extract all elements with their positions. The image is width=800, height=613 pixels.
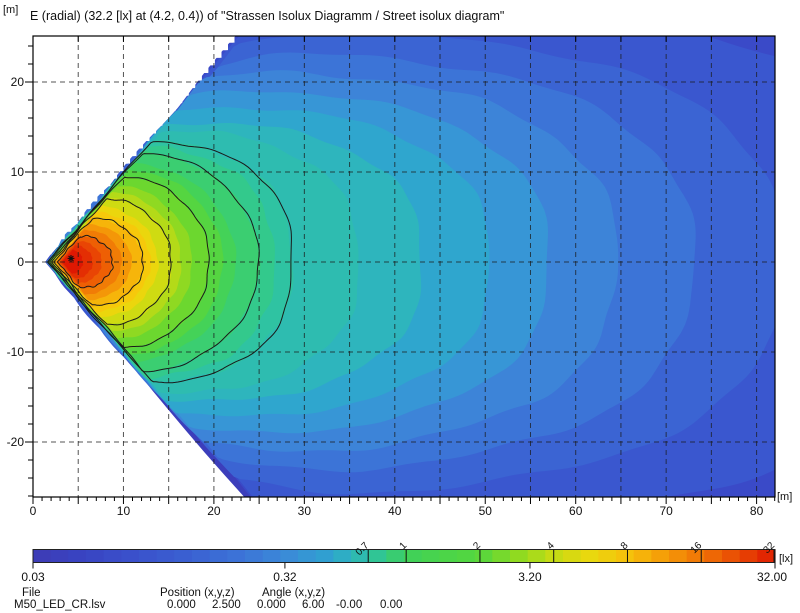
colorbar-segment	[368, 549, 387, 563]
file-value: M50_LED_CR.lsv	[14, 599, 106, 611]
colorbar-segment	[439, 549, 458, 563]
colorbar-segment	[474, 549, 493, 563]
position-z-value: 0.000	[257, 599, 286, 611]
colorbar-segment	[404, 549, 423, 563]
max-point-marker	[67, 255, 75, 262]
colorbar-segment	[333, 549, 352, 563]
colorbar-segment	[545, 549, 564, 563]
colorbar-scale-tick-label: 32.00	[757, 570, 787, 584]
colorbar-segment	[704, 549, 723, 563]
colorbar-segment	[616, 549, 635, 563]
colorbar-segment	[103, 549, 122, 563]
colorbar-segment	[492, 549, 511, 563]
colorbar-segment	[192, 549, 211, 563]
position-x-value: 0.000	[167, 599, 196, 611]
colorbar-segment	[121, 549, 140, 563]
x-tick-label: 40	[388, 504, 402, 518]
colorbar-segment	[527, 549, 546, 563]
colorbar-scale-tick-label: 3.20	[518, 570, 542, 584]
colorbar-scale-tick-label: 0.32	[273, 570, 297, 584]
colorbar-segment	[33, 549, 52, 563]
x-tick-label: 80	[750, 504, 764, 518]
colorbar-border	[32, 549, 776, 563]
x-tick-label: 0	[30, 504, 37, 518]
isolux-contour-2	[49, 176, 210, 349]
y-tick-label: 20	[11, 75, 25, 89]
x-tick-label: 50	[479, 504, 493, 518]
y-tick-label: -20	[7, 435, 25, 449]
colorbar-segment	[421, 549, 440, 563]
angle-x-value: 6.00	[302, 599, 325, 611]
colorbar-segment	[580, 549, 599, 563]
colorbar-segment	[68, 549, 87, 563]
isolux-contour-4	[51, 198, 172, 326]
colorbar-segment	[227, 549, 246, 563]
colorbar-segment	[739, 549, 758, 563]
axes: 0 10 20 30 40 50 60 70 80 20 10 0 -10 -20	[7, 35, 776, 518]
angle-y-value: -0.00	[336, 599, 363, 611]
colorbar-segment	[457, 549, 476, 563]
x-tick-label: 60	[569, 504, 583, 518]
isolux-contour-8	[53, 217, 144, 306]
y-tick-label: 0	[17, 255, 24, 269]
isolux-contour-1	[47, 153, 260, 373]
colorbar-segment	[174, 549, 193, 563]
colorbar-segment	[686, 549, 705, 563]
colorbar-segment	[651, 549, 670, 563]
x-tick-label: 10	[117, 504, 131, 518]
isolux-contour-16	[56, 234, 114, 289]
position-label: Position (x,y,z)	[160, 587, 235, 599]
angle-label: Angle (x,y,z)	[262, 587, 326, 599]
colorbar-segment	[315, 549, 334, 563]
colorbar-segment	[633, 549, 652, 563]
colorbar-segment	[386, 549, 405, 563]
colorbar-segment	[209, 549, 228, 563]
isolux-field	[45, 34, 776, 498]
asterisk-marker-arm	[68, 255, 74, 262]
angle-z-value: 0.00	[380, 599, 403, 611]
colorbar-segment	[50, 549, 69, 563]
colorbar-scale-tick-label: 0.03	[21, 570, 45, 584]
position-y-value: 2.500	[212, 599, 241, 611]
contour-lines	[46, 141, 292, 384]
colorbar-segment	[722, 549, 741, 563]
y-tick-label: -10	[7, 345, 25, 359]
colorbar-segment	[280, 549, 299, 563]
colorbar-segment	[298, 549, 317, 563]
colorbar-segment	[156, 549, 175, 563]
colorbar-segment	[510, 549, 529, 563]
colorbar-segment	[86, 549, 105, 563]
colorbar-segment	[139, 549, 158, 563]
y-tick-label: 10	[11, 165, 25, 179]
x-axis-unit-label: [m]	[777, 491, 792, 503]
file-label: File	[22, 587, 41, 599]
x-tick-label: 30	[298, 504, 312, 518]
colorbar-unit-label: [lx]	[779, 553, 793, 565]
x-tick-label: 70	[659, 504, 673, 518]
colorbar-segment	[669, 549, 688, 563]
colorbar-segment	[351, 549, 370, 563]
y-axis-unit-label: [m]	[3, 4, 18, 16]
colorbar-segment	[598, 549, 617, 563]
grid	[33, 36, 775, 497]
colorbar-segment	[757, 549, 776, 563]
colorbar: 0.7 1 2 4 8 16 320.03 0.32 3.20 32.00	[21, 540, 787, 584]
chart-title: E (radial) (32.2 [lx] at (4.2, 0.4)) of …	[30, 9, 504, 23]
colorbar-segment	[563, 549, 582, 563]
x-tick-label: 20	[207, 504, 221, 518]
status-bar: File Position (x,y,z) Angle (x,y,z) M50_…	[0, 585, 800, 613]
colorbar-segment	[245, 549, 264, 563]
colorbar-segment	[262, 549, 281, 563]
